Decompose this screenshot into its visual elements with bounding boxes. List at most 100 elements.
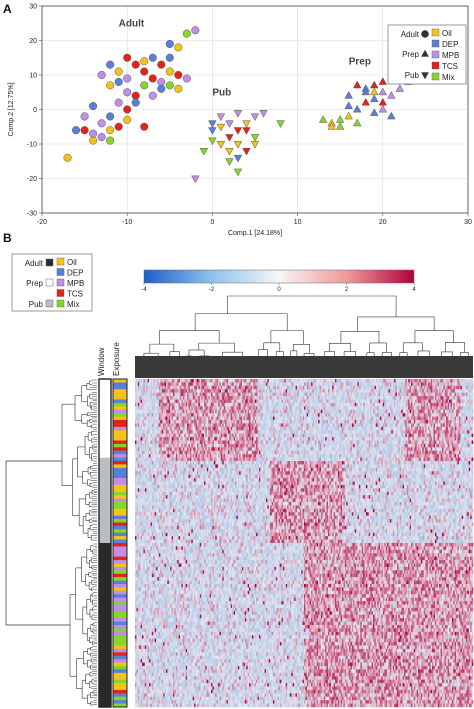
exposure-cell <box>113 396 127 400</box>
data-point-adult <box>106 137 114 145</box>
data-point-adult <box>123 75 131 83</box>
legend-label-dep: DEP <box>67 269 83 278</box>
heatmap-cell <box>472 396 474 400</box>
data-point-adult <box>123 54 131 62</box>
data-point-adult <box>149 75 157 83</box>
exposure-cell <box>113 430 127 434</box>
exposure-cell <box>113 632 127 636</box>
exposure-cell <box>113 584 127 588</box>
data-point-adult <box>81 126 89 134</box>
legend-label-oil: Oil <box>442 29 452 38</box>
exposure-cell <box>113 512 127 516</box>
data-point-adult <box>166 54 174 62</box>
exposure-cell <box>113 502 127 506</box>
exposure-cell <box>113 478 127 482</box>
exposure-cell <box>113 608 127 612</box>
exposure-cell <box>113 441 127 445</box>
heatmap-cell <box>472 413 474 417</box>
exposure-cell <box>113 461 127 465</box>
colorbar-tick-label: 4 <box>412 287 416 293</box>
exposure-cell <box>113 570 127 574</box>
exposure-cell <box>113 519 127 523</box>
data-point-adult <box>140 82 148 90</box>
exposure-cell <box>113 482 127 486</box>
exposure-cell <box>113 526 127 530</box>
exposure-cell <box>113 594 127 598</box>
data-point-adult <box>175 44 183 52</box>
exposure-cell <box>113 577 127 581</box>
exposure-cell <box>113 434 127 438</box>
data-point-adult <box>115 99 123 107</box>
data-point-adult <box>175 85 183 93</box>
exposure-cell <box>113 403 127 407</box>
exposure-cell <box>113 564 127 568</box>
data-point-adult <box>72 126 80 134</box>
exposure-cell <box>113 676 127 680</box>
exposure-cell <box>113 451 127 455</box>
exposure-cell <box>113 464 127 468</box>
legend-label-mix: Mix <box>442 73 454 82</box>
exposure-cell <box>113 700 127 704</box>
exposure-cell <box>113 516 127 520</box>
legend-swatch-mpb <box>57 279 64 286</box>
exposure-cell <box>113 687 127 691</box>
exposure-cell <box>113 646 127 650</box>
data-point-adult <box>123 106 131 114</box>
exposure-cell <box>113 683 127 687</box>
x-tick-label: 30 <box>464 219 472 226</box>
exposure-cell <box>113 557 127 561</box>
exposure-cell <box>113 420 127 424</box>
exposure-cell <box>113 447 127 451</box>
heatmap-cell <box>472 410 474 414</box>
heatmap-cell <box>472 423 474 427</box>
legend-swatch-tcs <box>57 290 64 297</box>
legend-window-swatch-pub <box>46 300 53 307</box>
exposure-cell <box>113 656 127 660</box>
exposure-cell <box>113 533 127 537</box>
exposure-cell <box>113 379 127 383</box>
data-point-adult <box>64 154 72 162</box>
data-point-adult <box>89 102 97 110</box>
exposure-cell <box>113 663 127 667</box>
data-point-adult <box>106 126 114 134</box>
exposure-cell <box>113 693 127 697</box>
exposure-cell <box>113 652 127 656</box>
legend-swatch-dep <box>432 40 439 47</box>
heatmap-cell <box>472 386 474 390</box>
group-label-pub: Pub <box>212 88 231 99</box>
exposure-cell <box>113 475 127 479</box>
exposure-cell <box>113 485 127 489</box>
exposure-cell <box>113 697 127 701</box>
heatmap-cell <box>472 403 474 407</box>
exposure-cell <box>113 458 127 462</box>
exposure-cell <box>113 635 127 639</box>
exposure-cell <box>113 410 127 414</box>
heatmap-cell <box>472 393 474 397</box>
data-point-adult <box>149 54 157 62</box>
heatmap-cells <box>135 379 473 707</box>
exposure-cell <box>113 471 127 475</box>
exposure-cell <box>113 642 127 646</box>
data-point-adult <box>106 61 114 69</box>
y-tick-label: 30 <box>29 4 37 11</box>
legend-swatch-mpb <box>432 51 439 58</box>
heatmap-cell <box>472 420 474 424</box>
data-point-adult <box>166 40 174 48</box>
exposure-cell <box>113 639 127 643</box>
colorbar-tick-label: -4 <box>141 287 147 293</box>
legend-swatch-oil <box>432 29 439 36</box>
data-point-adult <box>157 85 165 93</box>
colorbar <box>144 270 414 283</box>
y-tick-label: -30 <box>27 211 37 218</box>
exposure-cell <box>113 605 127 609</box>
exposure-cell <box>113 509 127 513</box>
y-tick-label: -20 <box>27 176 37 183</box>
y-axis-label: Comp.2 [12.75%] <box>8 82 15 136</box>
legend-window-adult: Adult <box>401 30 420 39</box>
legend-window-pub: Pub <box>29 300 44 309</box>
data-point-adult <box>166 68 174 76</box>
exposure-cell <box>113 417 127 421</box>
